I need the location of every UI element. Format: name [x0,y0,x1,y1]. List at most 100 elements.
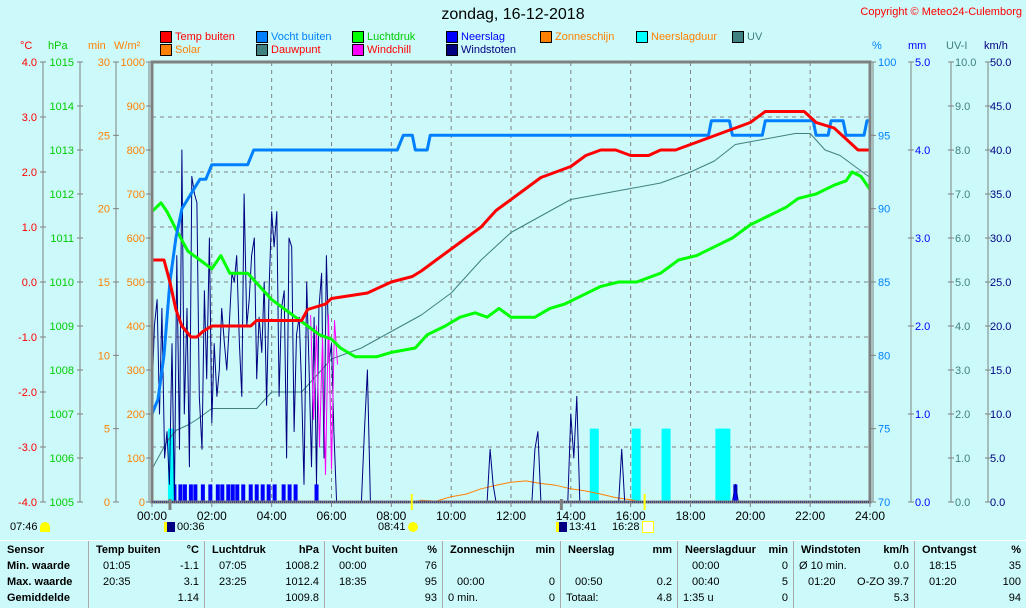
cell-time: 00:50 [575,576,603,588]
legend-item: Zonneschijn [540,31,614,43]
cell-value: 95 [424,576,437,588]
table-column: Temp buiten °C 01:05 -1.1 20:35 3.1 1.14 [88,541,205,608]
tick-label-press: 1008 [50,365,74,377]
unit-solar: W/m² [114,40,141,52]
unit-press: hPa [48,40,68,52]
tick-label-wind: 15.0 [990,365,1011,377]
tick-label-solar: 800 [127,145,145,157]
marker-sun: 08:41 [378,521,418,533]
cell-value: 0 [548,592,555,604]
tick-label-press: 1015 [50,57,74,69]
bar-neerslagduur [664,428,671,502]
marker-sunset: 16:28 [612,521,654,533]
cell-value: 94 [1008,592,1021,604]
legend-item: Temp buiten [160,31,235,43]
tick-label-hum: 100 [878,57,896,69]
tick-label-uv: 8.0 [955,145,970,157]
table-column: Sensor Min. waarde Max. waarde Gemiddelde [0,541,88,608]
legend-swatch [352,44,364,56]
tick-label-uv: 9.0 [955,101,970,113]
bar-neerslag [208,484,213,502]
series-vocht-buiten [150,119,870,415]
marker-time: 16:28 [612,521,640,533]
tick-label-wind: 20.0 [990,321,1011,333]
tick-label-wind: 10.0 [990,409,1011,421]
tick-label-hum: 90 [878,204,890,216]
tick-label-solar: 200 [127,409,145,421]
tick-label-temp: 3.0 [22,112,37,124]
x-tick-label: 10:00 [436,509,466,523]
table-header: Vocht buiten [332,544,398,556]
legend-swatch [540,31,552,43]
bar-neerslag [287,484,292,502]
legend-swatch [160,44,172,56]
legend-swatch [446,44,458,56]
bar-neerslag [272,484,277,502]
table-header-unit: km/h [883,544,909,556]
bar-neerslag [254,484,259,502]
cell-value: 5.3 [893,592,909,604]
table-column: Windstoten km/h Ø 10 min. 0.0 01:20 O-ZO 39.7… [793,541,915,608]
cell-time: 00:00 [692,560,720,572]
bar-neerslagduur [167,428,174,502]
cell-value: 0 [781,592,788,604]
table-header-unit: mm [652,544,672,556]
table-header: Neerslag [568,544,615,556]
table-header-unit: min [535,544,555,556]
tick-label-min: 25 [98,130,110,142]
tick-label-temp: -3.0 [18,442,37,454]
tick-label-uv: 6.0 [955,233,970,245]
x-tick-label: 04:00 [257,509,287,523]
legend-item: Neerslag [446,31,505,43]
cell-value: O-ZO 39.7 [857,576,909,588]
x-tick-label: 08:00 [376,509,406,523]
legend-label: Zonneschijn [555,31,615,43]
legend-item: UV [732,31,762,43]
legend-swatch [732,31,744,43]
x-tick-label: 18:00 [675,509,705,523]
tick-label-wind: 35.0 [990,189,1011,201]
tick-label-press: 1005 [50,497,74,509]
table-column: Ontvangst% 18:15 35 01:20 100 94 [914,541,1026,608]
series-temp-buiten [152,110,870,339]
cell-value: 5 [781,576,788,588]
unit-hum: % [872,40,882,52]
unit-temp: °C [20,40,33,52]
cell-time: 01:20 [808,576,836,588]
legend-label: Windchill [367,44,412,56]
legend-label: UV [747,31,763,43]
cell-time: 00:00 [339,560,367,572]
marker-time: 08:41 [378,521,406,533]
cell-time: 18:15 [929,560,957,572]
cell-time: 1:35 u [683,592,714,604]
legend-swatch [446,31,458,43]
bar-neerslag [200,484,205,502]
legend-label: Dauwpunt [271,44,321,56]
tick-label-press: 1010 [50,277,74,289]
unit-uv: UV-I [946,40,968,52]
table-header: Zonneschijn [450,544,515,556]
legend-swatch [256,44,268,56]
tick-label-hum: 85 [878,277,890,289]
cell-time: 01:05 [103,560,131,572]
legend-label: Luchtdruk [367,31,416,43]
cell-time: 23:25 [219,576,247,588]
table-header: Sensor [7,544,45,556]
tick-label-press: 1006 [50,453,74,465]
stats-table: Sensor Min. waarde Max. waarde Gemiddelde Te… [0,540,1026,608]
bar-neerslag [266,484,271,502]
tick-label-hum: 70 [878,497,890,509]
tick-label-solar: 700 [127,189,145,201]
bar-neerslag [235,484,240,502]
moonrise-icon [556,522,567,532]
tick-label-wind: 45.0 [990,101,1011,113]
tick-label-solar: 500 [127,277,145,289]
bar-neerslag [248,484,253,502]
legend-item: Dauwpunt [256,44,321,56]
table-column: Neerslagduur min 00:00 0 00:40 5 1:35 u 0 [677,541,794,608]
tick-label-wind: 30.0 [990,233,1011,245]
bar-neerslag [215,484,220,502]
tick-label-temp: 2.0 [22,167,37,179]
cell-value: 1008.2 [285,560,319,572]
tick-label-min: 20 [98,204,110,216]
